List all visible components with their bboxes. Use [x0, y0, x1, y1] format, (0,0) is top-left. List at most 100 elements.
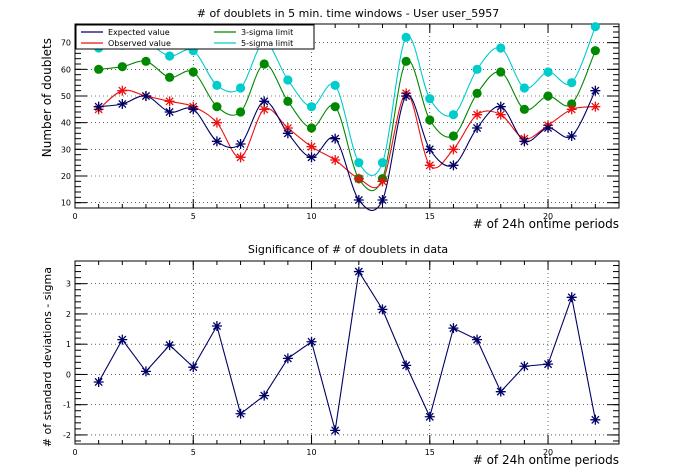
bottom-chart-series-point	[140, 366, 151, 377]
bottom-chart-xtick-label: 15	[425, 448, 435, 457]
top-chart-series-point	[401, 56, 411, 66]
top-chart-series-point	[306, 102, 317, 112]
top-chart-series-point	[235, 152, 246, 163]
bottom-chart-series-point	[235, 408, 246, 419]
top-chart-series-point	[259, 59, 269, 69]
bottom-chart-series-point	[259, 390, 270, 401]
bottom-chart-ytick-label: -1	[63, 401, 71, 410]
top-chart-series-point	[425, 94, 435, 104]
bottom-chart-series-point	[566, 292, 577, 303]
bottom-chart-series-point	[117, 334, 128, 345]
bottom-chart-series-point	[472, 334, 483, 345]
top-chart-ytick-label: 50	[61, 92, 71, 101]
bottom-chart-series-point	[590, 414, 601, 425]
top-chart-series-point	[448, 160, 459, 171]
top-chart-series-point	[235, 83, 246, 93]
top-chart-series-point	[188, 67, 198, 77]
top-chart-series-point	[567, 78, 577, 88]
top-chart-series-point	[425, 115, 435, 125]
top-chart-series-point	[401, 91, 412, 101]
top-chart-ytick-label: 10	[61, 199, 71, 208]
bottom-chart-series-point	[282, 353, 293, 364]
top-chart-series-point	[590, 101, 601, 112]
top-chart-legend: Expected value Observed value 3-sigma li…	[75, 24, 315, 50]
top-chart-plot-frame	[74, 23, 620, 209]
bottom-chart-ytick-label: 0	[66, 370, 71, 379]
top-chart-series-point	[93, 101, 104, 112]
top-chart-series-point	[566, 131, 577, 141]
top-chart-title: # of doublets in 5 min. time windows - U…	[197, 7, 499, 20]
bottom-chart-series-point	[448, 323, 459, 334]
top-chart-xtick-label: 20	[543, 212, 553, 221]
bottom-chart-series-point	[377, 304, 388, 315]
top-chart-series-point	[543, 123, 554, 133]
top-chart-series-point	[283, 75, 293, 85]
top-chart-ytick-label: 60	[61, 65, 71, 74]
top-chart-series-point	[590, 22, 600, 32]
bottom-chart-title: Significance of # of doublets in data	[248, 243, 448, 256]
top-chart-series-point	[212, 102, 222, 112]
top-chart-series-point	[165, 72, 175, 82]
top-chart-series-point	[448, 131, 459, 141]
top-chart-series-point	[543, 67, 553, 77]
top-chart-series-point	[212, 80, 222, 90]
legend-label-expected: Expected value	[108, 28, 170, 37]
top-chart-series-point	[235, 107, 246, 117]
bottom-chart-series-point	[495, 386, 506, 397]
top-chart-series-point	[164, 107, 175, 117]
top-chart-series-point	[353, 173, 364, 184]
top-chart-series-point	[448, 110, 459, 120]
bottom-chart-series-point	[401, 360, 412, 371]
bottom-chart-series-point	[306, 336, 317, 347]
bottom-chart-xtick-label: 20	[543, 448, 553, 457]
top-chart-series-line	[98, 50, 596, 192]
bottom-chart-series-point	[211, 321, 222, 332]
top-chart-series-line	[98, 90, 596, 211]
legend-box	[75, 24, 315, 50]
top-chart-series-point	[141, 56, 151, 66]
top-chart-series-point	[211, 117, 222, 128]
bottom-chart-ytick-label: 1	[66, 340, 71, 349]
top-chart-series-point	[235, 139, 246, 149]
top-chart-series-point	[117, 99, 128, 109]
top-chart-xtick-label: 15	[425, 212, 435, 221]
top-chart-series-point	[401, 32, 411, 42]
top-chart-series-point	[519, 83, 529, 93]
top-chart-series-point	[164, 96, 175, 107]
top-chart-series-point	[306, 123, 317, 133]
bottom-chart-series-point	[353, 266, 364, 277]
top-chart-series-point	[140, 91, 151, 101]
top-chart-xtick-label: 0	[72, 212, 77, 221]
top-chart-series-point	[94, 64, 104, 74]
bottom-chart-series-point	[543, 359, 554, 370]
top-chart-series-point	[472, 109, 483, 120]
top-chart-series-point	[259, 96, 270, 107]
legend-label-5sigma: 5-sigma limit	[241, 39, 293, 48]
top-chart-series-point	[330, 102, 340, 112]
top-chart-series-point	[117, 85, 128, 96]
bottom-chart-ylabel: # of standard deviations - sigma	[41, 267, 54, 447]
bottom-chart-ytick-label: 2	[66, 310, 71, 319]
top-chart-ytick-label: 20	[61, 172, 71, 181]
top-chart-series-point	[282, 128, 293, 139]
top-chart-ytick-label: 70	[61, 39, 71, 48]
top-chart-xtick-label: 10	[306, 212, 316, 221]
top-chart-series-line	[98, 89, 596, 189]
top-chart-series-point	[377, 195, 388, 205]
top-chart-ytick-label: 40	[61, 119, 71, 128]
top-chart-series-point	[330, 155, 341, 165]
top-chart-series-point	[377, 158, 388, 168]
bottom-chart-xtick-label: 5	[191, 448, 196, 457]
top-chart-series-point	[519, 136, 530, 147]
top-chart-series-point	[165, 51, 175, 61]
top-chart-series-point	[496, 67, 506, 77]
bottom-chart-series-point	[93, 376, 104, 387]
bottom-chart-series-point	[330, 425, 341, 436]
bottom-chart-xtick-label: 10	[306, 448, 316, 457]
top-chart-ytick-label: 30	[61, 145, 71, 154]
bottom-chart-series-point	[164, 340, 175, 351]
top-chart-series-point	[353, 195, 364, 205]
top-chart-ylabel: Number of doublets	[40, 38, 54, 157]
top-chart-series-point	[472, 88, 482, 98]
bottom-chart-ytick-label: 3	[66, 280, 71, 289]
